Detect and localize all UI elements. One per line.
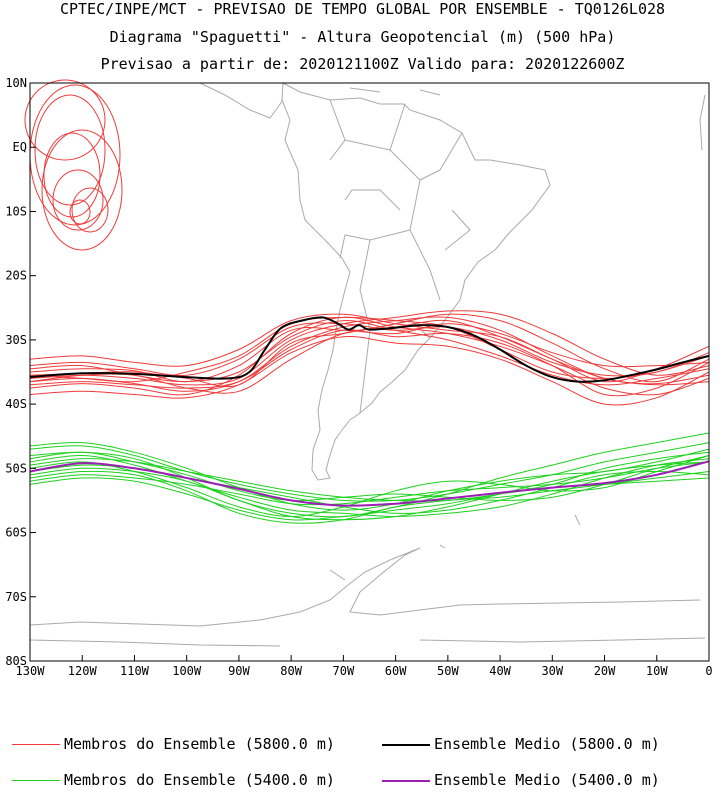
members-5400-line-12: [29, 461, 710, 521]
tropical-contour-6: [24, 79, 106, 161]
y-axis: 10N EQ 10S 20S 30S 40S 50S 60S 70S 80S: [5, 76, 36, 668]
header-line-2: Diagrama "Spaguetti" - Altura Geopotenci…: [109, 28, 616, 46]
plot-frame: [29, 82, 710, 662]
legend-swatch-members-5400: [12, 780, 60, 781]
members-5800-line-11: [29, 316, 710, 383]
legend-members-5800: Membros do Ensemble (5800.0 m): [12, 735, 335, 753]
x-tick-label: 110W: [120, 664, 150, 678]
members-5400-line-11: [29, 451, 710, 502]
x-tick-label: 120W: [68, 664, 98, 678]
y-tick-label: 70S: [5, 590, 27, 604]
y-tick-label: 10N: [5, 76, 27, 90]
legend-swatch-mean-5400: [382, 779, 430, 782]
africa-edge: [699, 94, 706, 151]
x-tick-label: 40W: [489, 664, 511, 678]
members-5800-line-6: [29, 335, 710, 406]
south-america-coastline: [281, 82, 551, 481]
tropical-contour-8: [69, 199, 91, 225]
mean-5800-line: [29, 316, 710, 383]
members-5800-line-8: [29, 310, 710, 386]
mean-5400-line: [29, 460, 710, 507]
legend-mean-5400: Ensemble Medio (5400.0 m): [382, 771, 660, 789]
tropical-contour-4: [52, 169, 104, 231]
x-tick-label: 30W: [541, 664, 563, 678]
members-5400-line-9: [29, 477, 710, 521]
x-tick-label: 80W: [280, 664, 302, 678]
central-america-coastline: [199, 82, 441, 119]
y-tick-label: 50S: [5, 461, 27, 475]
plot-border: [29, 82, 710, 662]
y-tick-label: 20S: [5, 269, 27, 283]
legend-swatch-members-5800: [12, 744, 60, 745]
x-tick-label: 100W: [172, 664, 202, 678]
x-tick-label: 90W: [228, 664, 250, 678]
x-tick-label: 0: [705, 664, 712, 678]
coastline-layer: [29, 82, 706, 647]
members-5400-line-2: [29, 432, 710, 518]
legend-label-members-5400: Membros do Ensemble (5400.0 m): [64, 771, 335, 789]
y-tick-label: 30S: [5, 333, 27, 347]
y-tick-label: 10S: [5, 204, 27, 218]
header-line-1: CPTEC/INPE/MCT - PREVISAO DE TEMPO GLOBA…: [59, 0, 666, 18]
ensemble-means-group: [29, 316, 710, 507]
legend-swatch-mean-5800: [382, 743, 430, 746]
legend-members-5400: Membros do Ensemble (5400.0 m): [12, 771, 335, 789]
members-5400-line-10: [29, 451, 710, 502]
tropical-contour-3: [43, 132, 101, 218]
country-borders: [329, 99, 471, 414]
antarctica-coastline: [29, 547, 706, 647]
legend-label-mean-5800: Ensemble Medio (5800.0 m): [434, 735, 660, 753]
x-tick-label: 60W: [385, 664, 407, 678]
tropical-contour-7: [71, 187, 109, 233]
members-5400-group: [29, 432, 710, 524]
legend-label-mean-5400: Ensemble Medio (5400.0 m): [434, 771, 660, 789]
members-5400-line-5: [29, 454, 710, 518]
x-tick-label: 130W: [16, 664, 46, 678]
x-tick-label: 10W: [646, 664, 668, 678]
tropical-contour-2: [34, 94, 106, 206]
x-axis: 130W 120W 110W 100W 90W 80W 70W 60W 50W 40W 30W 20W…: [16, 655, 713, 678]
x-tick-label: 50W: [437, 664, 459, 678]
x-tick-label: 20W: [594, 664, 616, 678]
members-5400-line-1: [29, 441, 710, 511]
y-tick-label: EQ: [13, 140, 27, 154]
y-tick-label: 60S: [5, 526, 27, 540]
tropical-contour-5: [41, 129, 123, 251]
members-5400-line-7: [29, 442, 710, 502]
y-tick-label: 80S: [5, 654, 27, 668]
members-5800-line-10: [29, 329, 710, 397]
y-tick-label: 40S: [5, 397, 27, 411]
x-tick-label: 70W: [333, 664, 355, 678]
south-georgia-coastline: [439, 514, 581, 549]
members-5800-line-1: [29, 322, 710, 377]
header-line-3: Previsao a partir de: 2020121100Z Valido…: [100, 55, 625, 73]
legend-mean-5800: Ensemble Medio (5800.0 m): [382, 735, 660, 753]
legend-label-members-5800: Membros do Ensemble (5800.0 m): [64, 735, 335, 753]
